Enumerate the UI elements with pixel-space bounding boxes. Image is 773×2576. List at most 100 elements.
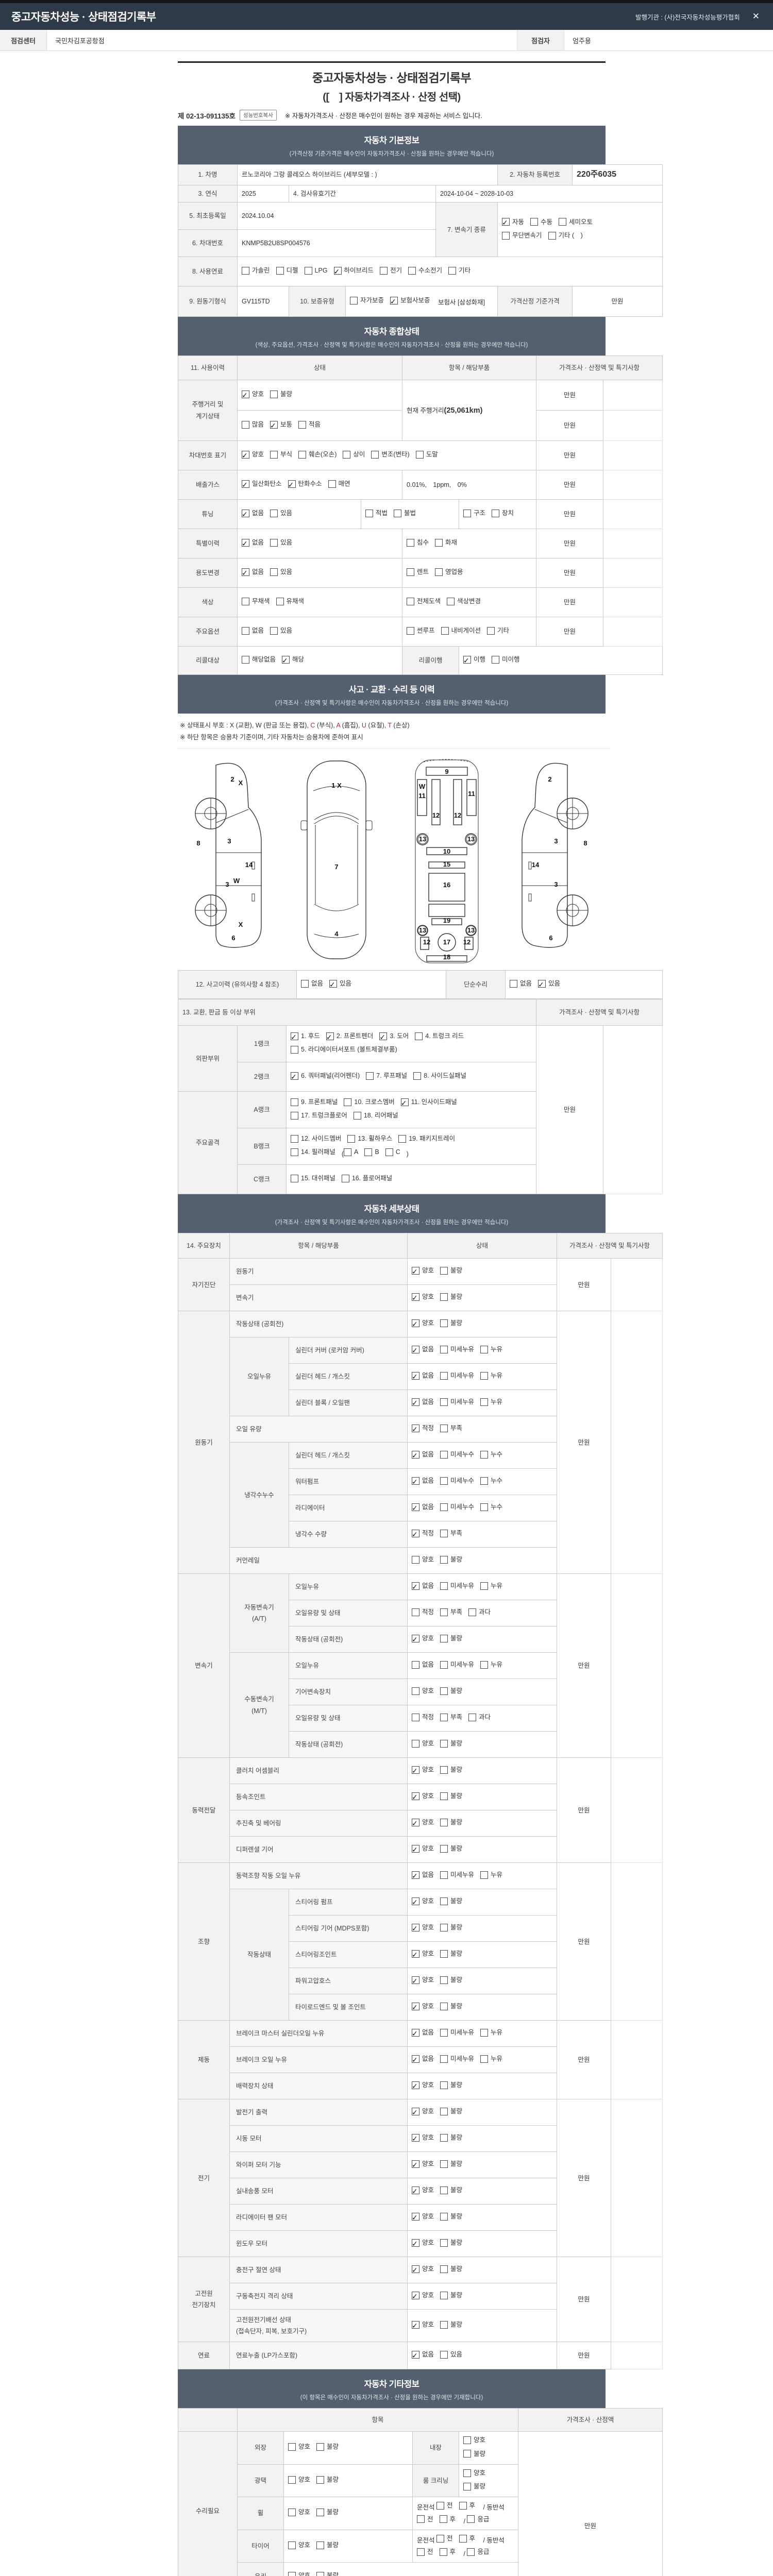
checkbox-box[interactable] <box>412 2185 420 2198</box>
checkbox-불량[interactable]: 불량 <box>316 2539 339 2551</box>
checkbox-box[interactable] <box>412 1896 420 1909</box>
checkbox-box[interactable] <box>538 978 546 991</box>
checkbox-양호[interactable]: 양호 <box>412 1843 434 1856</box>
checkbox-9. 프론트패널[interactable]: 9. 프론트패널 <box>291 1096 338 1108</box>
checkbox-box[interactable] <box>341 1174 349 1182</box>
checkbox-불량[interactable]: 불량 <box>440 1974 462 1986</box>
checkbox-양호[interactable]: 양호 <box>288 2539 310 2551</box>
checkbox-일산화탄소[interactable]: 일산화탄소 <box>242 478 282 492</box>
checkbox-box[interactable] <box>343 450 351 459</box>
checkbox-8. 사이드실패널[interactable]: 8. 사이드실패널 <box>413 1070 466 1082</box>
checkbox-미세누수[interactable]: 미세누수 <box>440 1501 474 1513</box>
checkbox-box[interactable] <box>440 1529 448 1537</box>
checkbox-없음[interactable]: 없음 <box>412 2349 434 2362</box>
checkbox-box[interactable] <box>412 1555 420 1564</box>
checkbox-box[interactable] <box>412 2080 420 2093</box>
checkbox-box[interactable] <box>417 2548 425 2556</box>
checkbox-box[interactable] <box>440 2239 448 2247</box>
checkbox-후[interactable]: 후 <box>459 2533 475 2545</box>
checkbox-유채색[interactable]: 유채색 <box>276 596 304 607</box>
checkbox-box[interactable] <box>270 568 278 576</box>
checkbox-양호[interactable]: 양호 <box>412 1817 434 1830</box>
checkbox-box[interactable] <box>276 597 284 605</box>
checkbox-양호[interactable]: 양호 <box>412 2290 434 2303</box>
checkbox-box[interactable] <box>408 266 416 275</box>
checkbox-box[interactable] <box>468 1608 477 1616</box>
checkbox-부족[interactable]: 부족 <box>440 1528 462 1539</box>
checkbox-누유[interactable]: 누유 <box>480 1659 502 1671</box>
checkbox-box[interactable] <box>440 2320 448 2329</box>
checkbox-수동[interactable]: 수동 <box>530 216 552 228</box>
checkbox-box[interactable] <box>344 1148 352 1157</box>
checkbox-불량[interactable]: 불량 <box>440 1790 462 1802</box>
checkbox-box[interactable] <box>270 450 278 459</box>
checkbox-box[interactable] <box>440 2133 448 2142</box>
checkbox-자가보증[interactable]: 자가보증 <box>350 295 384 307</box>
checkbox-6. 쿼터패널(리어펜더)[interactable]: 6. 쿼터패널(리어펜더) <box>291 1070 360 1083</box>
checkbox-적정[interactable]: 적정 <box>412 1711 434 1723</box>
checkbox-기타[interactable]: 기타 <box>487 625 509 637</box>
checkbox-영업용[interactable]: 영업용 <box>435 566 463 578</box>
checkbox-box[interactable] <box>326 1031 334 1044</box>
checkbox-불량[interactable]: 불량 <box>440 1948 462 1960</box>
checkbox-box[interactable] <box>380 266 388 275</box>
checkbox-누수[interactable]: 누수 <box>480 1475 502 1487</box>
checkbox-양호[interactable]: 양호 <box>412 1554 434 1566</box>
checkbox-box[interactable] <box>440 1582 448 1590</box>
checkbox-응급[interactable]: 응급 <box>467 2514 489 2526</box>
checkbox-미세누유[interactable]: 미세누유 <box>440 1344 474 1355</box>
checkbox-불량[interactable]: 불량 <box>440 1291 462 1303</box>
checkbox-미세누유[interactable]: 미세누유 <box>440 1396 474 1408</box>
checkbox-box[interactable] <box>412 1843 420 1856</box>
checkbox-box[interactable] <box>288 2443 296 2451</box>
checkbox-세미오토[interactable]: 세미오토 <box>559 216 593 228</box>
checkbox-전[interactable]: 전 <box>436 2500 453 2512</box>
checkbox-box[interactable] <box>350 296 358 304</box>
checkbox-불량[interactable]: 불량 <box>440 2158 462 2170</box>
checkbox-화재[interactable]: 화재 <box>435 537 457 549</box>
checkbox-불량[interactable]: 불량 <box>316 2506 339 2518</box>
checkbox-불량[interactable]: 불량 <box>440 1817 462 1828</box>
checkbox-누유[interactable]: 누유 <box>480 1869 502 1881</box>
checkbox-양호[interactable]: 양호 <box>412 1974 434 1988</box>
checkbox-box[interactable] <box>242 537 249 550</box>
checkbox-box[interactable] <box>398 1134 407 1143</box>
checkbox-무단변속기[interactable]: 무단변속기 <box>502 230 542 242</box>
checkbox-box[interactable] <box>440 1293 448 1301</box>
checkbox-box[interactable] <box>291 1071 298 1083</box>
checkbox-box[interactable] <box>282 654 290 667</box>
checkbox-box[interactable] <box>412 1765 420 1777</box>
checkbox-불량[interactable]: 불량 <box>316 2441 339 2453</box>
checkbox-양호[interactable]: 양호 <box>412 1291 434 1304</box>
checkbox-box[interactable] <box>440 1739 448 1748</box>
checkbox-불량[interactable]: 불량 <box>440 2184 462 2196</box>
checkbox-부족[interactable]: 부족 <box>440 1711 462 1723</box>
checkbox-후[interactable]: 후 <box>439 2514 456 2526</box>
checkbox-불량[interactable]: 불량 <box>440 1764 462 1776</box>
checkbox-불량[interactable]: 불량 <box>316 2474 339 2486</box>
checkbox-box[interactable] <box>463 2436 471 2445</box>
checkbox-불량[interactable]: 불량 <box>440 1685 462 1697</box>
checkbox-없음[interactable]: 없음 <box>412 2027 434 2040</box>
checkbox-box[interactable] <box>412 1817 420 1830</box>
checkbox-box[interactable] <box>344 1098 352 1106</box>
checkbox-없음[interactable]: 없음 <box>412 2053 434 2066</box>
checkbox-불량[interactable]: 불량 <box>440 2132 462 2144</box>
checkbox-box[interactable] <box>440 1345 448 1353</box>
checkbox-2. 프론트펜더[interactable]: 2. 프론트펜더 <box>326 1030 373 1044</box>
checkbox-불량[interactable]: 불량 <box>440 2263 462 2275</box>
checkbox-box[interactable] <box>304 266 312 275</box>
checkbox-19. 패키지트레이[interactable]: 19. 패키지트레이 <box>398 1133 455 1145</box>
checkbox-box[interactable] <box>412 1318 420 1331</box>
checkbox-미세누유[interactable]: 미세누유 <box>440 2053 474 2065</box>
checkbox-있음[interactable]: 있음 <box>270 566 292 578</box>
checkbox-양호[interactable]: 양호 <box>412 1685 434 1697</box>
checkbox-box[interactable] <box>440 2081 448 2089</box>
checkbox-box[interactable] <box>412 2027 420 2040</box>
checkbox-box[interactable] <box>440 1371 448 1380</box>
checkbox-box[interactable] <box>440 1792 448 1800</box>
checkbox-box[interactable] <box>440 1950 448 1958</box>
checkbox-box[interactable] <box>480 1871 489 1879</box>
checkbox-양호[interactable]: 양호 <box>412 1895 434 1909</box>
copy-number-button[interactable]: 성능번호복사 <box>239 110 277 121</box>
